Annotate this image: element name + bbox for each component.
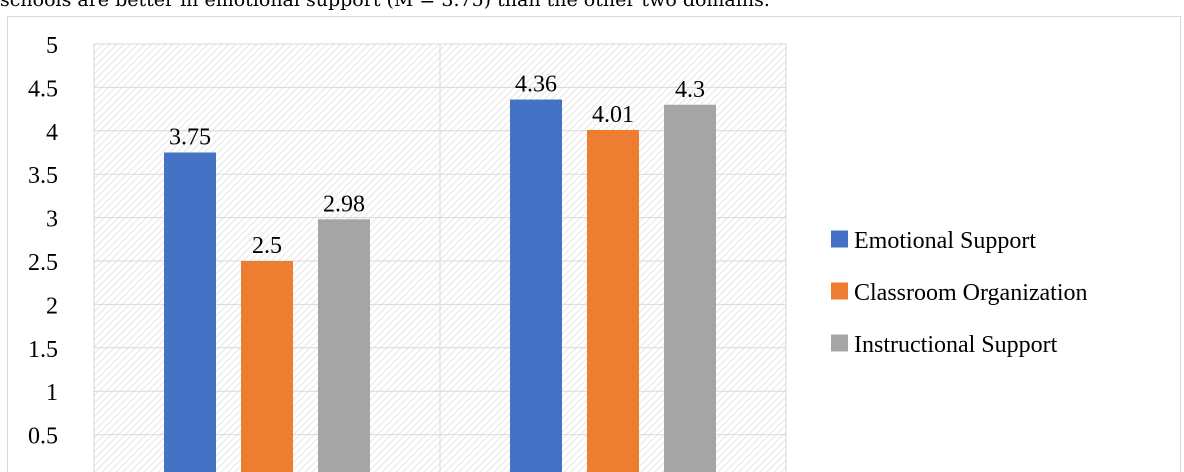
y-tick-label: 0.5 (28, 424, 58, 450)
y-tick-label: 2.5 (28, 250, 58, 276)
bar-classroom-organization (587, 129, 639, 472)
bar-classroom-organization (241, 261, 293, 472)
bar-emotional-support (164, 152, 216, 472)
y-tick-label: 4 (46, 120, 58, 146)
data-label: 4.01 (592, 102, 634, 128)
y-tick-label: 2 (46, 293, 58, 319)
y-tick-label: 1.5 (28, 337, 58, 363)
data-label: 4.3 (675, 77, 705, 103)
legend-swatch (831, 230, 848, 248)
y-tick-label: 3.5 (28, 163, 58, 189)
legend-swatch (831, 282, 848, 300)
legend-swatch (831, 334, 848, 352)
y-tick-label: 4.5 (28, 76, 58, 102)
bar-instructional-support (318, 219, 370, 472)
data-label: 3.75 (169, 125, 211, 151)
data-label: 2.5 (252, 233, 282, 259)
y-tick-label: 1 (46, 380, 58, 406)
y-tick-label: 5 (46, 33, 58, 59)
data-label: 2.98 (323, 191, 365, 217)
legend-label: Classroom Organization (854, 280, 1088, 306)
figure-caption-text: schools are better in emotional support … (0, 0, 770, 11)
legend-label: Instructional Support (854, 332, 1058, 358)
legend-label: Emotional Support (854, 228, 1036, 254)
bar-instructional-support (664, 104, 716, 472)
bar-emotional-support (510, 99, 562, 472)
y-tick-label: 3 (46, 207, 58, 233)
data-label: 4.36 (515, 72, 557, 98)
chart-frame (7, 16, 1181, 472)
